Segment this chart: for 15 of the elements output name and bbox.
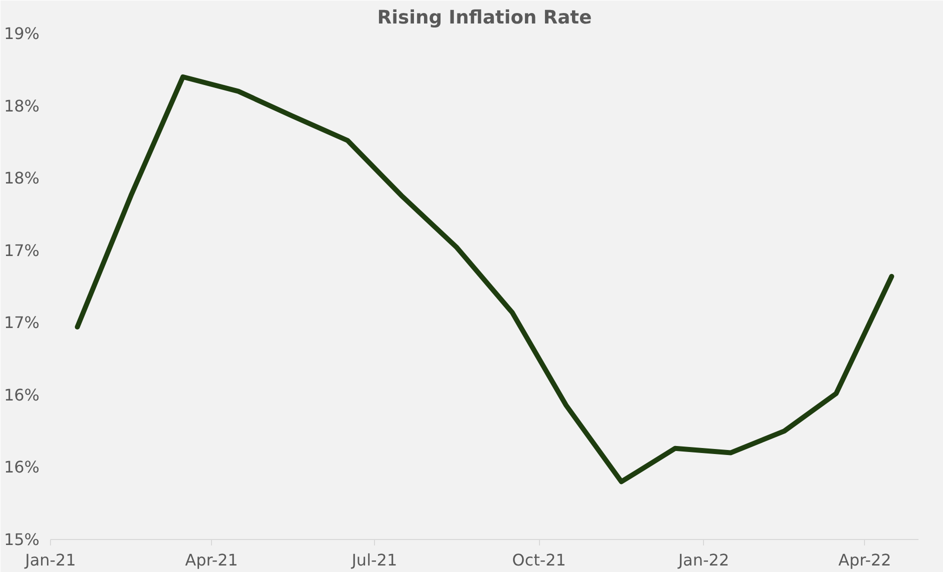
x-tick-label: Apr-22	[838, 550, 892, 570]
y-tick-label: 17%	[4, 240, 40, 260]
y-tick-label: 17%	[4, 313, 40, 332]
x-tick-label: Apr-21	[185, 550, 238, 570]
x-tick-label: Jul-21	[350, 550, 398, 570]
y-tick-label: 18%	[4, 168, 40, 188]
x-tick-label: Jan-22	[677, 550, 730, 570]
y-tick-label: 19%	[4, 24, 40, 43]
y-tick-label: 15%	[4, 530, 40, 549]
x-tick-label: Jan-21	[24, 550, 76, 570]
y-tick-label: 18%	[4, 96, 40, 116]
y-tick-label: 16%	[4, 458, 40, 477]
y-tick-label: 16%	[4, 385, 40, 404]
chart-title: Rising Inflation Rate	[377, 8, 592, 28]
x-tick-label: Oct-21	[512, 550, 566, 570]
